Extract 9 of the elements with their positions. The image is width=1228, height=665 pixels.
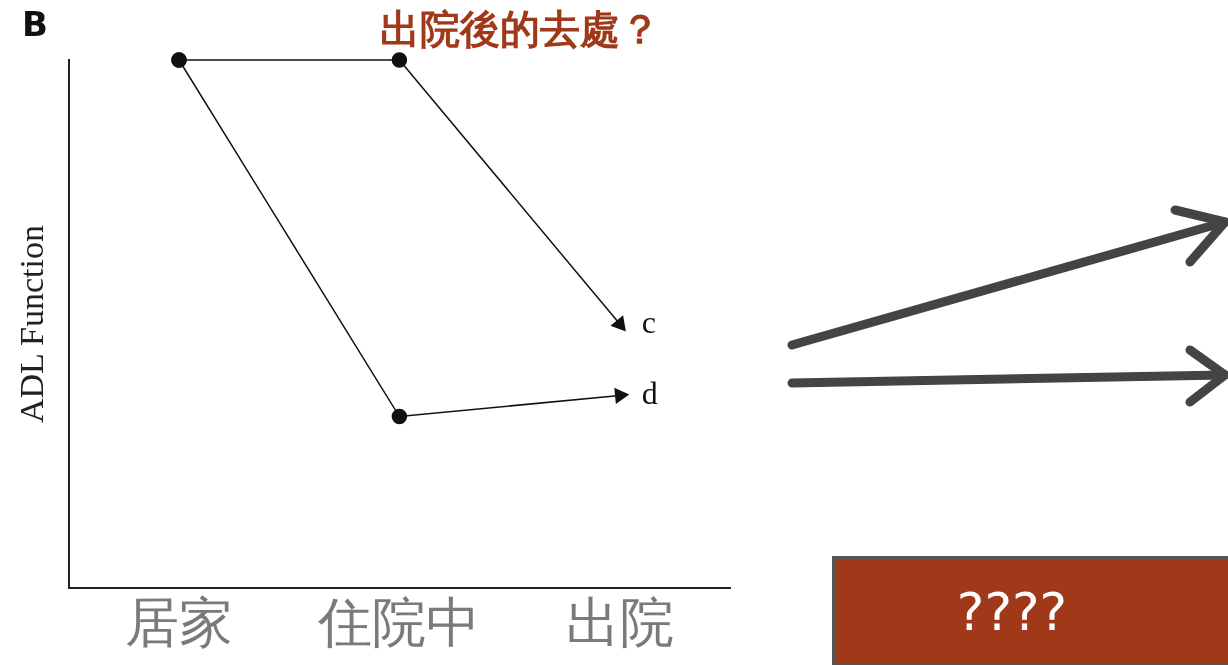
text: B — [22, 4, 48, 44]
chart-title: 出院後的去處？ — [380, 5, 660, 54]
series-label: d — [641, 374, 658, 411]
x-tick-label: 居家 — [125, 590, 233, 654]
x-tick-label: 住院中 — [317, 590, 481, 654]
x-tick-label: 出院 — [565, 590, 674, 654]
text: ???? — [832, 556, 1228, 665]
y-axis-title: ADL Function — [13, 225, 51, 424]
series-label: c — [641, 303, 656, 340]
